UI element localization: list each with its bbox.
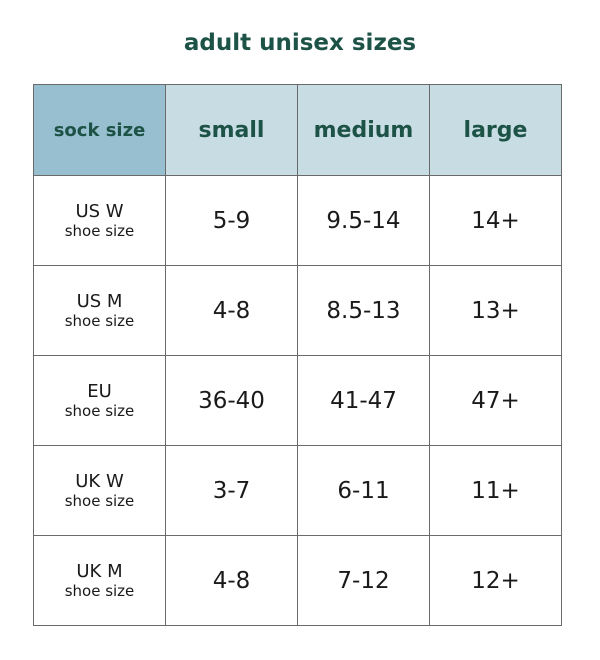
cell-large: 11+ — [429, 445, 562, 536]
cell-small: 4-8 — [165, 535, 298, 626]
cell-medium: 41-47 — [297, 355, 430, 446]
header-row: sock size small medium large — [33, 84, 562, 176]
cell-medium: 8.5-13 — [297, 265, 430, 356]
region-label: UK M — [76, 560, 123, 582]
cell-large: 12+ — [429, 535, 562, 626]
cell-medium: 7-12 — [297, 535, 430, 626]
cell-small: 36-40 — [165, 355, 298, 446]
cell-medium: 9.5-14 — [297, 175, 430, 266]
cell-medium: 6-11 — [297, 445, 430, 536]
cell-small: 4-8 — [165, 265, 298, 356]
table-row: EU shoe size 36-40 41-47 47+ — [33, 355, 562, 446]
header-sock-size: sock size — [33, 84, 166, 176]
shoe-size-label: shoe size — [64, 221, 135, 240]
page-title: adult unisex sizes — [183, 30, 417, 56]
region-label: US M — [76, 290, 123, 312]
cell-small: 5-9 — [165, 175, 298, 266]
region-label: US W — [75, 200, 124, 222]
shoe-size-label: shoe size — [64, 491, 135, 510]
shoe-size-label: shoe size — [64, 311, 135, 330]
shoe-size-label: shoe size — [64, 401, 135, 420]
header-large: large — [429, 84, 562, 176]
header-small: small — [165, 84, 298, 176]
header-medium: medium — [297, 84, 430, 176]
row-label: EU shoe size — [33, 355, 166, 446]
shoe-size-label: shoe size — [64, 581, 135, 600]
cell-small: 3-7 — [165, 445, 298, 536]
region-label: UK W — [75, 470, 124, 492]
cell-large: 14+ — [429, 175, 562, 266]
cell-large: 47+ — [429, 355, 562, 446]
region-label: EU — [87, 380, 112, 402]
cell-large: 13+ — [429, 265, 562, 356]
